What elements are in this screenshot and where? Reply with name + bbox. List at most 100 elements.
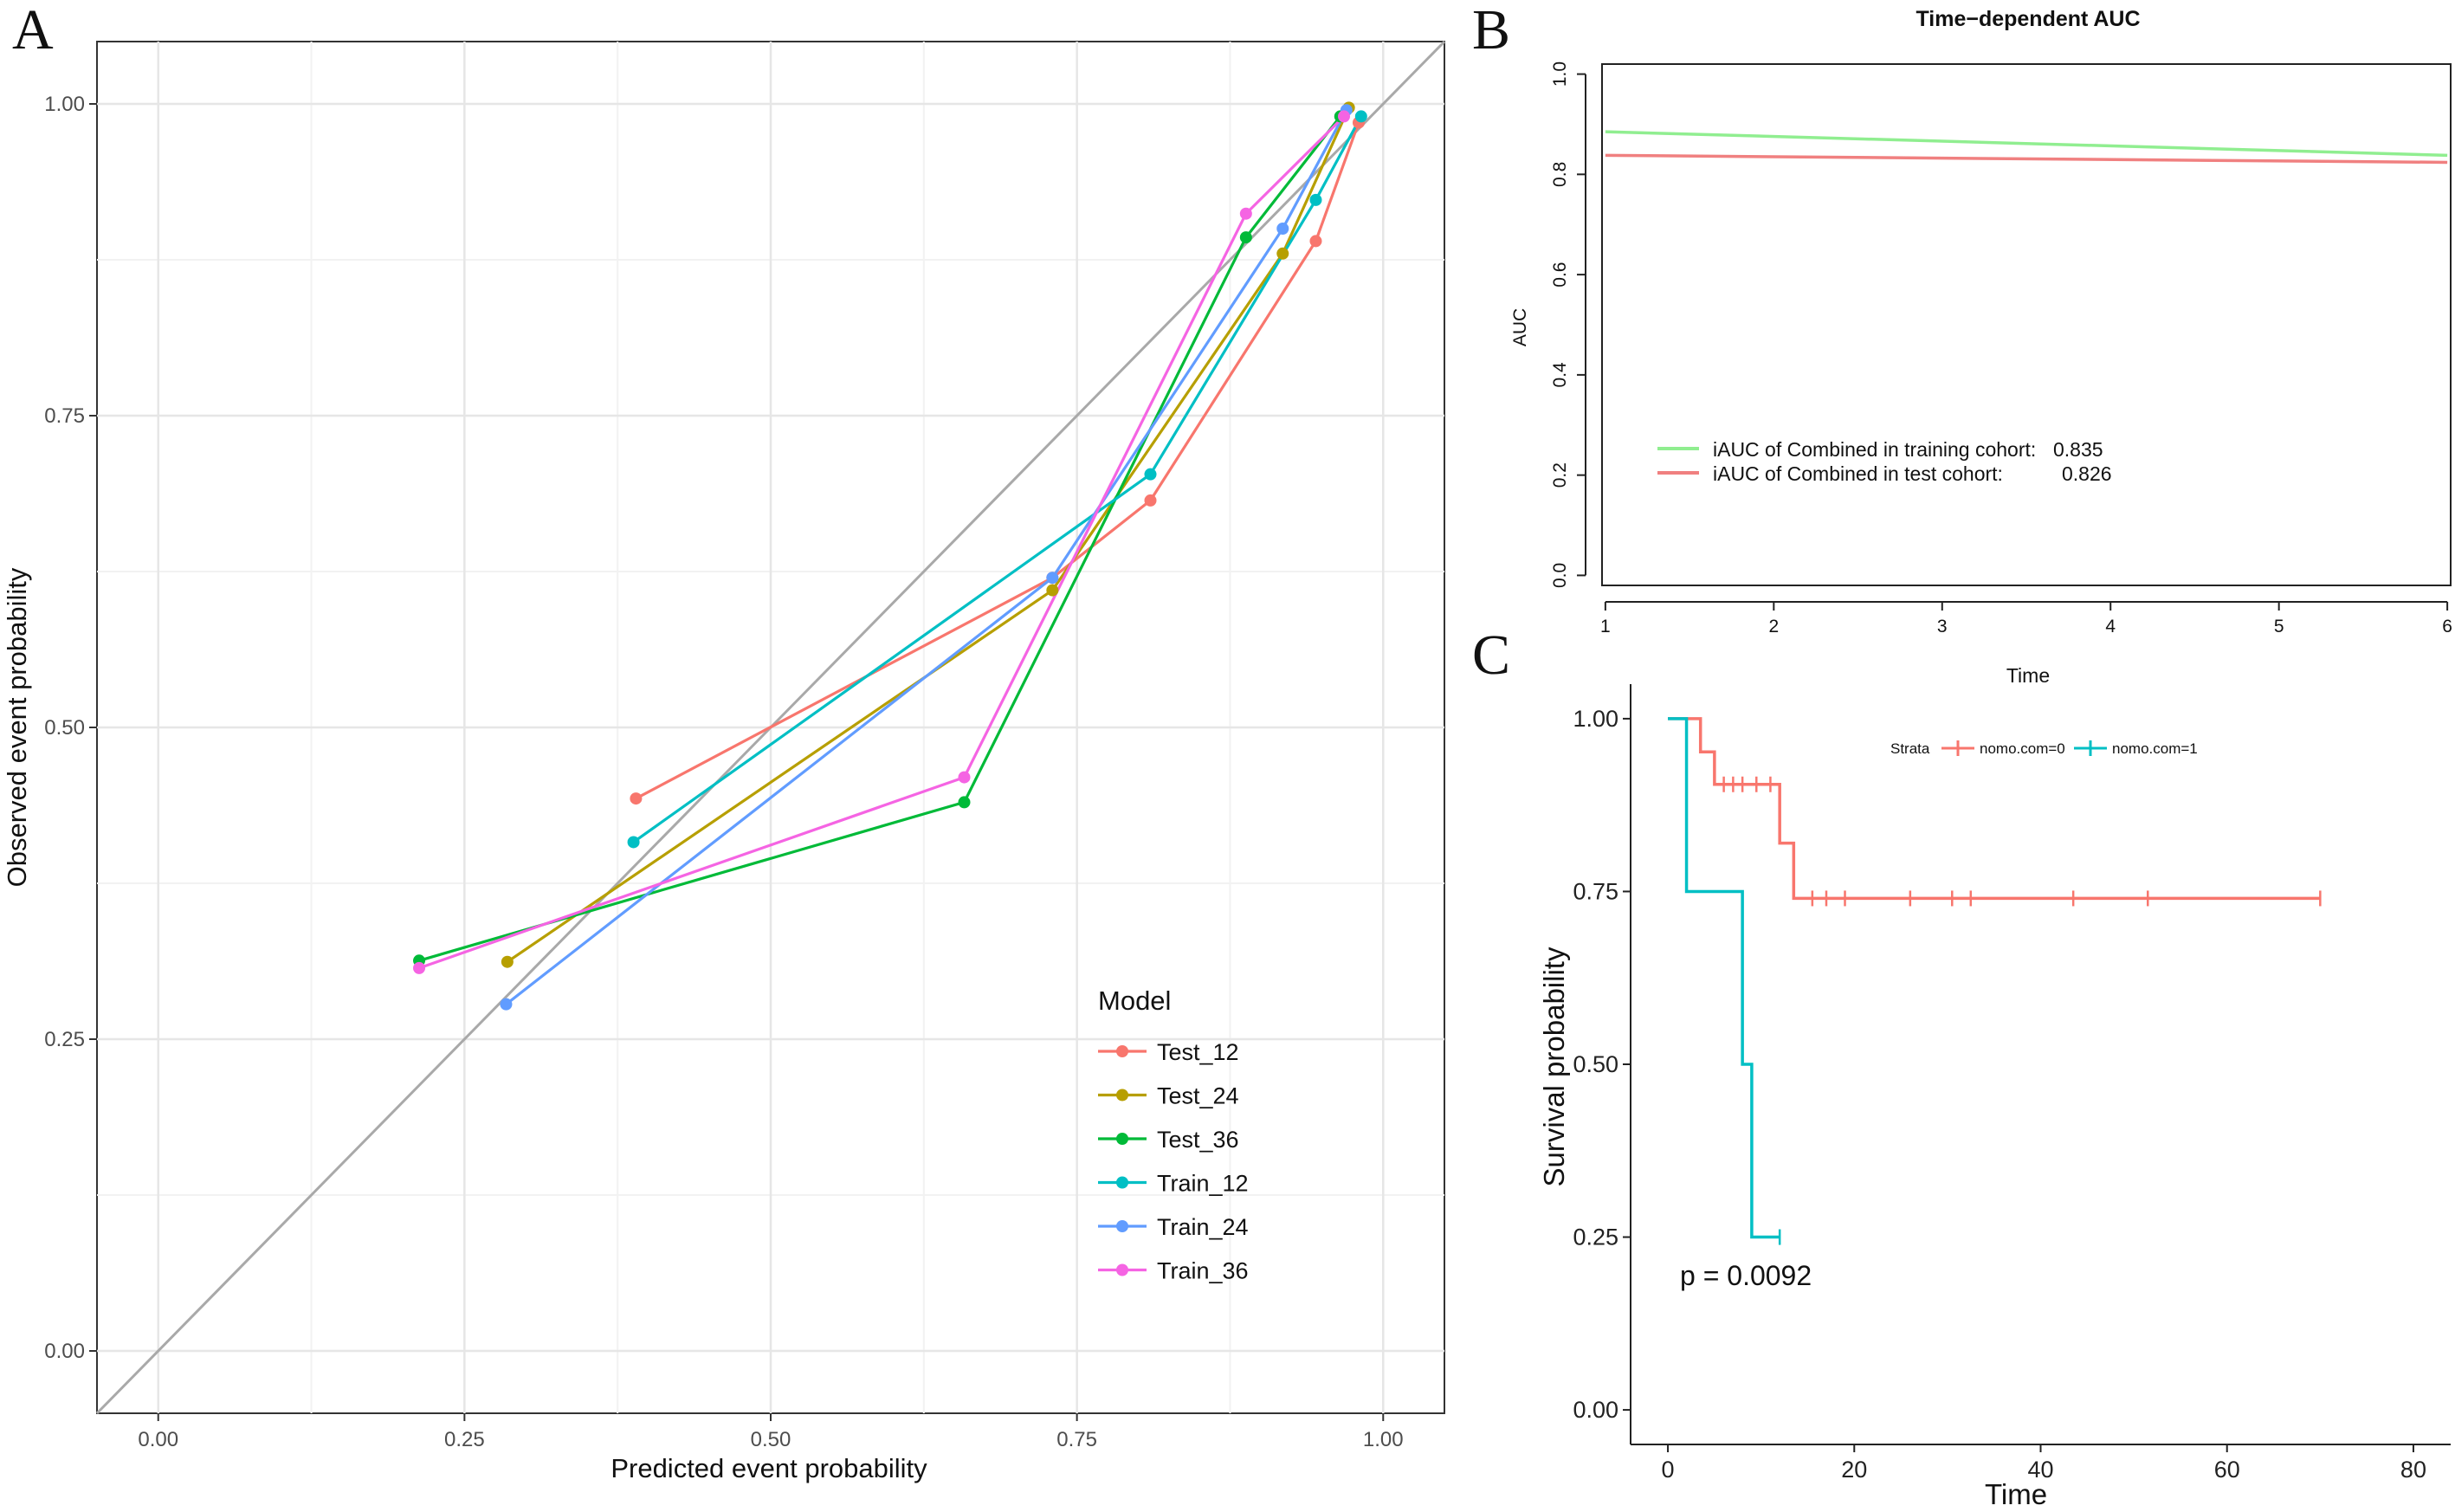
x-tick-label: 3 [1937, 617, 1948, 636]
legend-value-test: 0.826 [2062, 462, 2112, 485]
auc-series [1605, 130, 2448, 165]
legend-key-point [1116, 1133, 1128, 1145]
data-point-train_36 [958, 771, 971, 784]
data-point-train_36 [1239, 207, 1252, 220]
y-tick-label: 0.4 [1550, 362, 1570, 388]
calibration-y-ticks: 0.00 0.25 0.50 0.75 1.00 [44, 93, 97, 1363]
panel-label-c: C [1472, 624, 1510, 687]
legend-label-train_24: Train_24 [1157, 1214, 1249, 1240]
legend-label-test_12: Test_12 [1157, 1039, 1239, 1065]
legend-label-stratum-0: nomo.com=0 [1980, 740, 2065, 757]
y-tick-label: 0.50 [44, 716, 85, 740]
km-curve-stratum-1 [1668, 717, 1780, 1239]
legend-label-test_24: Test_24 [1157, 1083, 1239, 1109]
legend-label-training: iAUC of Combined in training cohort: [1713, 438, 2036, 461]
calibration-grid [97, 42, 1444, 1413]
calibration-x-label: Predicted event probability [611, 1453, 927, 1483]
x-tick-label: 0.00 [138, 1428, 178, 1451]
calibration-legend: Model Test_12 Test_24 Test_36 Train_12 Train… [1098, 985, 1249, 1284]
km-y-label: Survival probability [1538, 947, 1570, 1186]
legend-key-point [1116, 1220, 1128, 1232]
panel-label-a: A [12, 0, 54, 61]
calibration-x-ticks: 0.00 0.25 0.50 0.75 1.00 [138, 1413, 1404, 1451]
x-tick-label: 20 [1841, 1457, 1867, 1483]
km-x-label: Time [1985, 1478, 2047, 1510]
auc-x-ticks: 1 2 3 4 5 6 [1600, 601, 2452, 636]
x-tick-label: 60 [2214, 1457, 2240, 1483]
auc-title: Time−dependent AUC [1916, 7, 2140, 31]
legend-title: Model [1098, 985, 1171, 1016]
legend-value-training: 0.835 [2053, 438, 2103, 461]
panel-label-b: B [1472, 0, 1510, 61]
x-tick-label: 1 [1600, 617, 1611, 636]
y-tick-label: 1.0 [1550, 61, 1570, 87]
legend-key-point [1116, 1176, 1128, 1189]
data-point-test_36 [958, 796, 971, 809]
auc-y-ticks: 0.0 0.2 0.4 0.6 0.8 1.0 [1550, 61, 1586, 588]
calibration-y-label: Observed event probability [2, 567, 32, 887]
y-tick-label: 0.00 [1573, 1397, 1618, 1423]
data-point-test_12 [1309, 235, 1322, 248]
km-x-ticks: 0 20 40 60 80 [1662, 1444, 2426, 1483]
calibration-plot: 0.00 0.25 0.50 0.75 1.00 0.00 0.25 0.50 0.75 1.0… [2, 40, 1446, 1483]
data-point-train_36 [413, 961, 426, 974]
legend-key-point [1116, 1263, 1128, 1276]
legend-key-point [1116, 1045, 1128, 1057]
x-tick-label: 6 [2442, 617, 2452, 636]
auc-line-training [1605, 130, 2448, 158]
km-legend: Strata nomo.com=0 nomo.com=1 [1890, 740, 2198, 757]
series-line-train_36 [418, 115, 1346, 970]
x-tick-label: 5 [2274, 617, 2284, 636]
x-tick-label: 40 [2027, 1457, 2053, 1483]
data-point-train_24 [1046, 572, 1059, 585]
kaplan-meier-plot: 0 20 40 60 80 0.00 0.25 0.50 0.75 1.00 p = 0.009… [1538, 684, 2451, 1510]
legend-items: Test_12 Test_24 Test_36 Train_12 Train_24 Tra… [1098, 1039, 1249, 1284]
data-point-train_12 [1144, 468, 1157, 481]
x-tick-label: 0.25 [444, 1428, 485, 1451]
legend-label-train_12: Train_12 [1157, 1171, 1249, 1197]
y-tick-label: 0.25 [1573, 1224, 1618, 1250]
auc-x-label: Time [2006, 664, 2050, 687]
y-tick-label: 0.25 [44, 1028, 85, 1051]
data-point-test_24 [501, 955, 514, 968]
data-point-train_12 [1309, 193, 1322, 206]
data-point-train_12 [627, 836, 640, 849]
data-point-train_12 [1354, 110, 1367, 123]
data-point-train_24 [500, 998, 513, 1011]
y-tick-label: 0.2 [1550, 462, 1570, 488]
x-tick-label: 0.75 [1056, 1428, 1097, 1451]
data-point-test_24 [1046, 584, 1059, 597]
data-point-test_12 [1144, 494, 1157, 507]
legend-label-train_36: Train_36 [1157, 1258, 1249, 1284]
x-tick-label: 80 [2400, 1457, 2426, 1483]
p-value-annotation: p = 0.0092 [1680, 1260, 1812, 1291]
y-tick-label: 0.0 [1550, 563, 1570, 588]
data-point-train_36 [1338, 110, 1351, 123]
x-tick-label: 0.50 [751, 1428, 791, 1451]
y-tick-label: 0.8 [1550, 162, 1570, 187]
data-point-test_24 [1276, 247, 1289, 260]
legend-label-test: iAUC of Combined in test cohort: [1713, 462, 2003, 485]
data-point-train_24 [1276, 223, 1289, 235]
x-tick-label: 0 [1662, 1457, 1675, 1483]
series-line-train_24 [505, 109, 1348, 1005]
km-y-ticks: 0.00 0.25 0.50 0.75 1.00 [1573, 706, 1631, 1423]
auc-legend: iAUC of Combined in training cohort: 0.8… [1657, 438, 2112, 485]
series-line-test_36 [418, 115, 1342, 962]
auc-line-test [1605, 153, 2448, 165]
x-tick-label: 2 [1768, 617, 1779, 636]
auc-y-label: AUC [1510, 308, 1530, 346]
y-tick-label: 0.6 [1550, 262, 1570, 288]
legend-label-stratum-1: nomo.com=1 [2112, 740, 2198, 757]
y-tick-label: 0.00 [44, 1340, 85, 1363]
x-tick-label: 4 [2105, 617, 2116, 636]
x-tick-label: 1.00 [1363, 1428, 1404, 1451]
y-tick-label: 1.00 [1573, 706, 1618, 732]
y-tick-label: 1.00 [44, 93, 85, 116]
series-line-test_24 [506, 107, 1351, 964]
data-point-test_12 [630, 792, 643, 805]
legend-key-point [1116, 1089, 1128, 1102]
series-line-train_12 [632, 115, 1363, 843]
km-series [1668, 717, 2322, 1245]
